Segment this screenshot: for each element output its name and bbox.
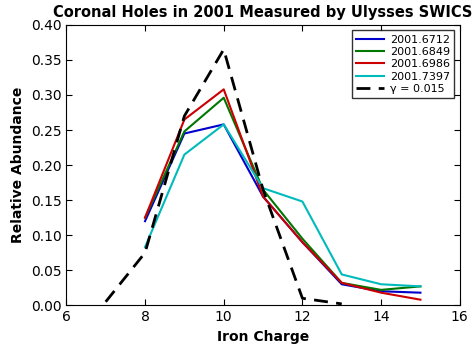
2001.6986 bbox=[378, 290, 384, 295]
2001.7397 bbox=[182, 152, 187, 157]
2001.6986 bbox=[260, 195, 266, 199]
γ = 0.015 bbox=[103, 300, 109, 304]
X-axis label: Iron Charge: Iron Charge bbox=[217, 330, 309, 344]
2001.7397 bbox=[378, 282, 384, 286]
2001.7397 bbox=[221, 122, 227, 126]
2001.6712 bbox=[142, 219, 148, 223]
Line: 2001.6849: 2001.6849 bbox=[145, 98, 420, 290]
γ = 0.015 bbox=[221, 47, 227, 51]
Line: γ = 0.015: γ = 0.015 bbox=[106, 49, 342, 304]
Title: Coronal Holes in 2001 Measured by Ulysses SWICS: Coronal Holes in 2001 Measured by Ulysse… bbox=[54, 5, 473, 20]
2001.6712 bbox=[418, 290, 423, 295]
2001.6712 bbox=[260, 195, 266, 199]
2001.6849 bbox=[142, 215, 148, 220]
Legend: 2001.6712, 2001.6849, 2001.6986, 2001.7397, γ = 0.015: 2001.6712, 2001.6849, 2001.6986, 2001.73… bbox=[352, 31, 454, 98]
Y-axis label: Relative Abundance: Relative Abundance bbox=[11, 87, 25, 243]
Line: 2001.7397: 2001.7397 bbox=[145, 124, 420, 286]
2001.6849 bbox=[260, 187, 266, 192]
γ = 0.015 bbox=[339, 302, 345, 306]
2001.6849 bbox=[300, 236, 305, 241]
2001.6849 bbox=[221, 95, 227, 100]
2001.6849 bbox=[418, 284, 423, 289]
2001.6986 bbox=[300, 240, 305, 244]
2001.7397 bbox=[300, 200, 305, 204]
2001.6849 bbox=[182, 129, 187, 133]
Line: 2001.6986: 2001.6986 bbox=[145, 89, 420, 300]
2001.7397 bbox=[418, 284, 423, 289]
Line: 2001.6712: 2001.6712 bbox=[145, 124, 420, 293]
2001.7397 bbox=[142, 245, 148, 249]
2001.7397 bbox=[339, 272, 345, 277]
2001.6986 bbox=[221, 87, 227, 92]
γ = 0.015 bbox=[260, 187, 266, 192]
2001.6986 bbox=[142, 215, 148, 220]
γ = 0.015 bbox=[142, 251, 148, 255]
γ = 0.015 bbox=[182, 114, 187, 118]
2001.6849 bbox=[378, 288, 384, 292]
2001.6986 bbox=[339, 281, 345, 285]
2001.6712 bbox=[221, 122, 227, 126]
2001.6712 bbox=[378, 289, 384, 293]
2001.7397 bbox=[260, 186, 266, 190]
2001.6712 bbox=[182, 131, 187, 136]
2001.6849 bbox=[339, 281, 345, 285]
γ = 0.015 bbox=[300, 296, 305, 300]
2001.6986 bbox=[182, 118, 187, 122]
2001.6712 bbox=[339, 282, 345, 286]
2001.6712 bbox=[300, 240, 305, 244]
2001.6986 bbox=[418, 297, 423, 302]
